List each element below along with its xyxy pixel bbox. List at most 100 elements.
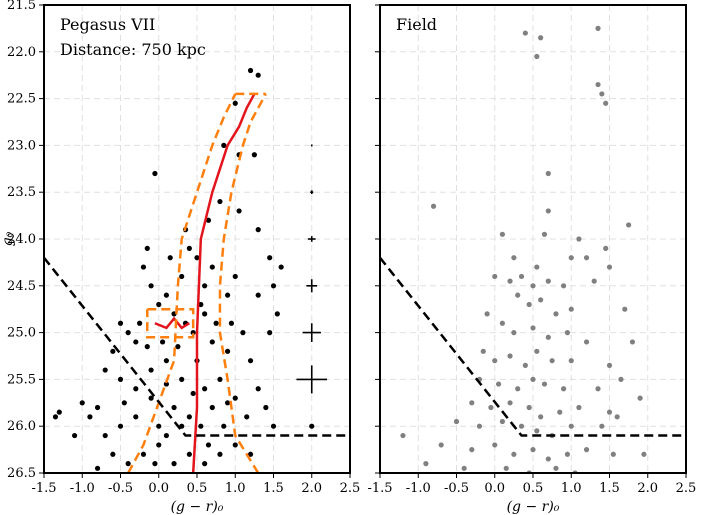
x-tick-label: -1.0 [406,481,431,496]
star [522,362,528,368]
plot-area [44,67,350,473]
star [190,330,196,336]
star [217,451,223,457]
star [152,461,158,467]
star [545,278,551,284]
annotation: Pegasus VII [60,15,155,34]
star [534,53,540,60]
star [198,423,204,429]
star [247,67,254,74]
star [526,301,532,308]
star [599,91,605,97]
star [140,264,147,270]
star [626,222,632,228]
annotation: Field [396,15,437,34]
star [576,236,582,242]
x-tick-label: 0.5 [523,481,544,496]
star [545,208,551,214]
star [144,344,150,350]
star [568,423,574,429]
star [595,81,601,88]
star [121,400,127,406]
star [507,278,513,284]
star [267,255,273,261]
star [641,451,647,457]
star [453,418,460,425]
star [102,367,108,373]
star [400,432,406,439]
star [117,423,124,429]
isochrone [154,316,191,330]
star [171,404,177,411]
star [430,203,437,209]
star [232,273,238,280]
star [534,264,540,270]
star [156,442,162,448]
x-tick-label: -0.5 [108,481,133,496]
star [270,283,277,289]
star [534,428,540,434]
x-axis-label: (g − r)₀ [507,499,560,515]
star [144,245,150,251]
star [469,447,475,453]
star [225,400,231,406]
star [530,283,536,289]
star [538,297,544,303]
x-tick-label: 1.5 [599,481,620,496]
y-axis-label: g₀ [0,231,16,246]
y-tick-label: 22.5 [7,92,36,107]
star [545,170,551,177]
star [511,330,517,336]
star [102,432,108,439]
star [492,442,498,448]
star [175,344,181,350]
star [591,278,597,284]
star [530,325,536,331]
star [205,217,212,223]
x-tick-label: 1.0 [561,481,582,496]
star [186,451,192,457]
star [545,456,551,462]
star [205,442,212,448]
isochrone [191,93,256,473]
star [507,353,513,359]
star [553,311,559,317]
star [599,423,605,429]
x-axis-label: (g − r)₀ [171,499,224,515]
star [202,283,208,289]
star [618,376,624,382]
star [186,414,192,420]
star [171,461,177,467]
star [610,451,616,457]
x-tick-label: 2.0 [637,481,658,496]
star [198,301,204,308]
star [232,442,238,448]
star [133,414,139,420]
star [194,255,200,261]
star [553,465,559,471]
star [202,311,208,317]
star [637,395,643,401]
dashed-line [146,307,195,339]
star [561,386,567,392]
star [492,273,498,280]
star [225,292,231,298]
star [152,170,158,177]
star [190,390,196,397]
star [545,334,551,340]
star [511,451,517,457]
star [247,451,254,457]
dashed-line [218,93,267,473]
y-tick-label: 25.5 [7,372,36,387]
x-tick-label: 1.5 [263,481,284,496]
star [515,386,521,392]
star [179,376,185,382]
star [549,358,555,364]
star [255,292,261,298]
star [52,414,59,420]
star [163,292,169,298]
star [232,100,238,106]
star [492,358,498,364]
x-tick-label: -0.5 [444,481,469,496]
